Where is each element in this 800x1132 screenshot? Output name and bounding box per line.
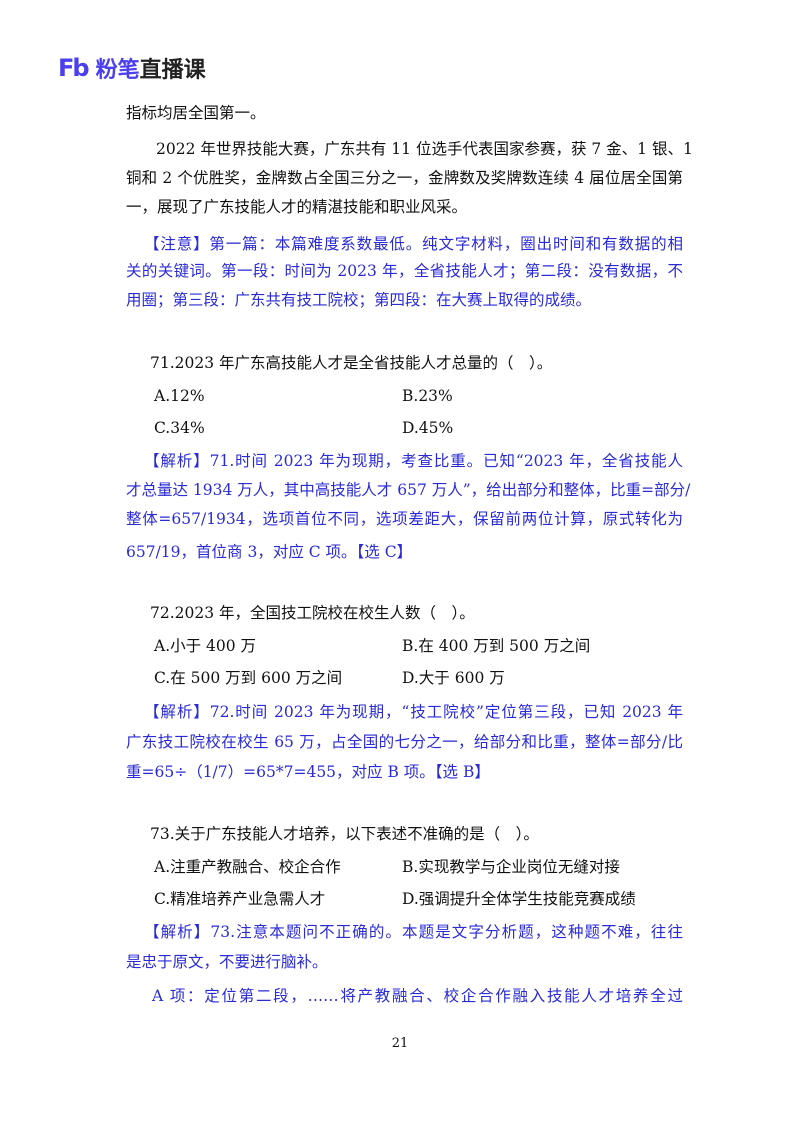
- analysis-line: 才总量达 1934 万人，其中高技能人才 657 万人”，给出部分和整体，比重=…: [126, 481, 691, 499]
- note-line: 关的关键词。第一段：时间为 2023 年，全省技能人才；第二段：没有数据，不: [126, 262, 683, 280]
- analysis-line: A 项：定位第二段，……将产教融合、校企合作融入技能人才培养全过: [152, 987, 683, 1005]
- fenbi-logo: Fb 粉笔直播课: [58, 52, 206, 84]
- logo-brand: 粉笔: [95, 58, 140, 83]
- page-number: 21: [391, 1036, 409, 1051]
- option-b: B.实现教学与企业岗位无缝对接: [402, 858, 620, 876]
- option-c: C.34%: [154, 419, 205, 437]
- analysis-line: 广东技工院校在校生 65 万，占全国的七分之一，给部分和比重，整体=部分/比: [126, 733, 683, 751]
- question-stem: 73.关于广东技能人才培养，以下表述不准确的是（ ）。: [150, 825, 539, 843]
- option-c: C.在 500 万到 600 万之间: [154, 669, 343, 687]
- option-a: A.小于 400 万: [154, 637, 257, 655]
- analysis-line: 【解析】71.时间 2023 年为现期，考查比重。已知“2023 年，全省技能人: [144, 452, 683, 470]
- logo-product: 直播课: [139, 58, 206, 83]
- option-b: B.在 400 万到 500 万之间: [402, 637, 591, 655]
- option-a: A.12%: [154, 387, 205, 405]
- option-a: A.注重产教融合、校企合作: [154, 858, 341, 876]
- text-line: 2022 年世界技能大赛，广东共有 11 位选手代表国家参赛，获 7 金、1 银…: [156, 140, 693, 158]
- logo-mark: Fb: [58, 54, 90, 82]
- analysis-line: 是忠于原文，不要进行脑补。: [126, 953, 328, 971]
- analysis-line: 【解析】72.时间 2023 年为现期，“技工院校”定位第三段，已知 2023 …: [144, 703, 683, 721]
- option-d: D.强调提升全体学生技能竞赛成绩: [402, 890, 636, 908]
- note-line: 【注意】第一篇：本篇难度系数最低。纯文字材料，圈出时间和有数据的相: [144, 235, 683, 253]
- analysis-line: 657/19，首位商 3，对应 C 项。【选 C】: [126, 543, 413, 561]
- text-line: 铜和 2 个优胜奖，金牌数占全国三分之一，金牌数及奖牌数连续 4 届位居全国第: [126, 169, 683, 187]
- text-line: 一，展现了广东技能人才的精湛技能和职业风采。: [126, 198, 468, 216]
- question-stem: 71.2023 年广东高技能人才是全省技能人才总量的（ ）。: [150, 354, 553, 372]
- option-b: B.23%: [402, 387, 453, 405]
- option-c: C.精准培养产业急需人才: [154, 890, 326, 908]
- analysis-line: 整体=657/1934，选项首位不同，选项差距大，保留前两位计算，原式转化为: [126, 510, 683, 528]
- analysis-line: 【解析】73.注意本题问不正确的。本题是文字分析题，这种题不难，往往: [144, 923, 683, 941]
- text-line: 指标均居全国第一。: [126, 104, 266, 122]
- question-stem: 72.2023 年，全国技工院校在校生人数（ ）。: [150, 604, 475, 622]
- option-d: D.大于 600 万: [402, 669, 505, 687]
- note-line: 用圈；第三段：广东共有技工院校；第四段：在大赛上取得的成绩。: [126, 291, 592, 309]
- option-d: D.45%: [402, 419, 454, 437]
- analysis-line: 重=65÷（1/7）=65*7=455，对应 B 项。【选 B】: [126, 763, 490, 781]
